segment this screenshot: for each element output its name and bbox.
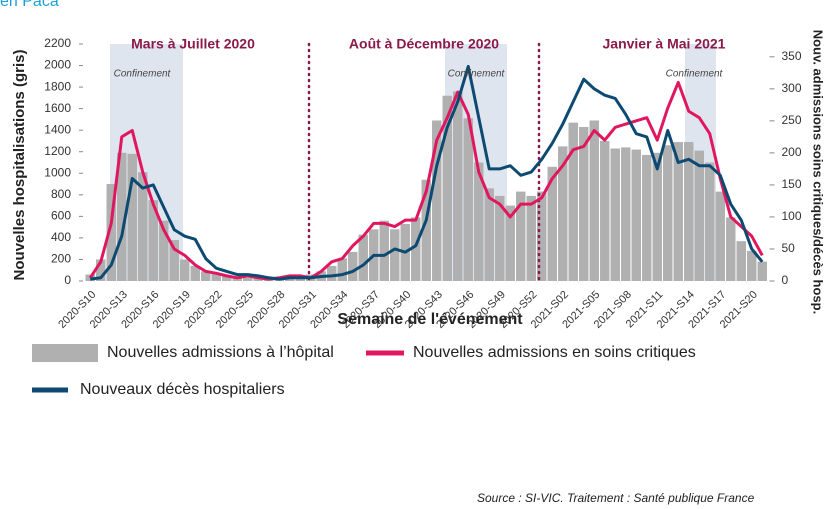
bar bbox=[600, 140, 610, 281]
corner-text: en Paca bbox=[0, 0, 59, 10]
bar bbox=[327, 265, 337, 281]
bar bbox=[358, 234, 368, 281]
bar bbox=[652, 152, 662, 281]
source: Source : SI-VIC. Traitement : Santé publ… bbox=[477, 491, 755, 505]
y2-tick-label: 0 bbox=[782, 273, 789, 287]
y-tick-label: 600 bbox=[51, 209, 71, 223]
bar bbox=[96, 259, 106, 281]
y-tick-label: 0 bbox=[64, 273, 71, 287]
legend-label: Nouveaux décès hospitaliers bbox=[80, 381, 285, 398]
bar bbox=[201, 271, 211, 281]
period-label: Mars à Juillet 2020 bbox=[131, 36, 255, 52]
bar bbox=[526, 195, 536, 281]
bar bbox=[117, 152, 127, 281]
bar bbox=[253, 277, 263, 281]
bar bbox=[589, 120, 599, 282]
period-label: Août à Décembre 2020 bbox=[349, 36, 499, 52]
bar bbox=[495, 195, 505, 281]
y-tick-label: 200 bbox=[51, 252, 71, 266]
y-axis-title: Nouvelles hospitalisations (gris) bbox=[11, 50, 28, 281]
bar bbox=[348, 251, 358, 281]
legend-swatch bbox=[32, 344, 98, 362]
y-tick-label: 1000 bbox=[44, 165, 71, 179]
bar bbox=[747, 250, 757, 281]
bar bbox=[169, 240, 179, 281]
bar bbox=[694, 150, 704, 281]
bar bbox=[684, 142, 694, 281]
bar bbox=[421, 179, 431, 281]
bar bbox=[285, 277, 295, 281]
bar bbox=[379, 220, 389, 281]
bar bbox=[673, 142, 683, 281]
bar bbox=[127, 153, 137, 281]
bar bbox=[453, 91, 463, 282]
bar bbox=[211, 273, 221, 281]
bar bbox=[106, 184, 116, 281]
bar bbox=[642, 154, 652, 281]
bar bbox=[337, 258, 347, 281]
y-tick-label: 400 bbox=[51, 230, 71, 244]
y2-tick-label: 200 bbox=[782, 145, 802, 159]
bar bbox=[715, 191, 725, 281]
y2-tick-label: 350 bbox=[782, 49, 802, 63]
bar bbox=[432, 120, 442, 282]
bar bbox=[726, 217, 736, 281]
bar bbox=[757, 261, 767, 281]
x-axis-title: Semaine de l'événement bbox=[337, 311, 523, 328]
line bbox=[88, 80, 764, 281]
y-tick-label: 2000 bbox=[44, 58, 71, 72]
bar bbox=[474, 162, 484, 281]
bar bbox=[505, 205, 515, 281]
bar bbox=[411, 217, 421, 281]
y2-tick-label: 50 bbox=[782, 241, 796, 255]
bar bbox=[222, 275, 232, 281]
legend-label: Nouvelles admissions à l’hôpital bbox=[107, 344, 334, 361]
lockdown-label: Confinement bbox=[448, 69, 506, 80]
bar bbox=[159, 220, 169, 281]
period-label: Janvier à Mai 2021 bbox=[603, 36, 726, 52]
y2-axis-title: Nouv. admissions soins critiques/décès h… bbox=[811, 30, 826, 314]
lockdown-label: Confinement bbox=[114, 69, 172, 80]
bar bbox=[138, 172, 148, 281]
bar bbox=[568, 122, 578, 282]
line bbox=[90, 64, 764, 281]
bar bbox=[579, 126, 589, 281]
y-tick-label: 1200 bbox=[44, 144, 71, 158]
y-tick-label: 1600 bbox=[44, 101, 71, 115]
bar bbox=[663, 145, 673, 281]
y-tick-label: 1400 bbox=[44, 122, 71, 136]
bar bbox=[516, 191, 526, 281]
bar bbox=[180, 259, 190, 281]
lockdown-label: Confinement bbox=[666, 69, 724, 80]
bar bbox=[705, 162, 715, 281]
bar bbox=[631, 149, 641, 281]
bar bbox=[442, 95, 452, 281]
y-tick-label: 2200 bbox=[44, 36, 71, 50]
y-tick-label: 1800 bbox=[44, 79, 71, 93]
bar bbox=[463, 118, 473, 281]
bar bbox=[736, 241, 746, 281]
bar bbox=[390, 229, 400, 281]
bar bbox=[610, 148, 620, 281]
bar bbox=[243, 277, 253, 281]
bar bbox=[148, 200, 158, 281]
bar bbox=[558, 146, 568, 281]
bar bbox=[484, 188, 494, 281]
bar bbox=[537, 191, 547, 281]
y2-tick-label: 250 bbox=[782, 113, 802, 127]
y-tick-label: 800 bbox=[51, 187, 71, 201]
bar bbox=[190, 265, 200, 281]
y2-tick-label: 300 bbox=[782, 81, 802, 95]
y2-tick-label: 100 bbox=[782, 209, 802, 223]
legend-label: Nouvelles admissions en soins critiques bbox=[413, 344, 696, 361]
y2-tick-label: 150 bbox=[782, 177, 802, 191]
bar bbox=[547, 166, 557, 281]
bar bbox=[621, 147, 631, 281]
